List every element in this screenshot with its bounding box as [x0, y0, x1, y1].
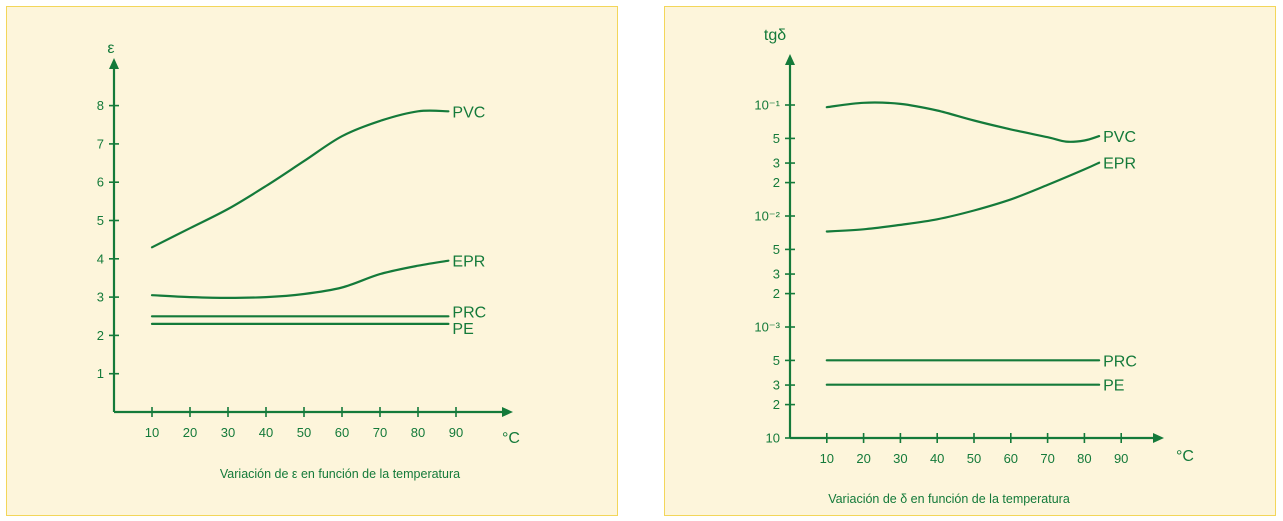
series-line-epr — [825, 161, 1101, 233]
x-tick-label: 20 — [183, 425, 197, 440]
series-label-epr: EPR — [452, 254, 485, 271]
x-tick-label: 80 — [1077, 451, 1091, 466]
y-tick-label: 2 — [97, 328, 104, 343]
x-tick-label: 60 — [1004, 451, 1018, 466]
x-axis-arrow-icon — [502, 407, 513, 417]
x-tick-label: 70 — [373, 425, 387, 440]
y-tick-label: 2 — [773, 397, 780, 412]
chart-panel-permittivity: 10 20 30 40 50 60 70 80 90 1 2 3 4 5 6 7 8 PVC EPR PRC PE ε… — [6, 6, 618, 516]
y-tick-label: 8 — [97, 98, 104, 113]
x-tick-label: 60 — [335, 425, 349, 440]
x-tick-label: 10 — [145, 425, 159, 440]
x-axis-arrow-icon — [1153, 433, 1164, 443]
y-tick-label: 5 — [97, 213, 104, 228]
series-label-epr: EPR — [1103, 156, 1136, 173]
y-tick-label: 4 — [97, 251, 104, 266]
x-tick-label: 10 — [820, 451, 834, 466]
series-label-prc: PRC — [1103, 353, 1137, 370]
y-tick-label: 10 — [766, 431, 780, 446]
x-tick-label: 50 — [967, 451, 981, 466]
x-tick-label: 40 — [259, 425, 273, 440]
x-tick-label: 90 — [1114, 451, 1128, 466]
y-tick-label: 7 — [97, 136, 104, 151]
y-tick-label: 2 — [773, 286, 780, 301]
series-label-pe: PE — [1103, 378, 1124, 395]
y-tick-label: 10⁻¹ — [754, 98, 780, 113]
y-axis-label: tgδ — [764, 27, 786, 44]
x-axis-unit: °C — [1176, 448, 1194, 465]
x-tick-label: 50 — [297, 425, 311, 440]
x-tick-label: 80 — [411, 425, 425, 440]
chart-caption: Variación de ε en función de la temperat… — [220, 467, 460, 481]
series-line-pvc — [825, 101, 1101, 143]
series-label-pvc: PVC — [452, 104, 485, 121]
y-axis-label: ε — [107, 40, 114, 57]
chart-panel-loss-tangent: 10 20 30 40 50 60 70 80 90 10 2 3 5 10⁻³ 2 3 5 10⁻² 2 3 5 10⁻… — [664, 6, 1276, 516]
x-tick-label: 30 — [221, 425, 235, 440]
y-tick-label: 5 — [773, 131, 780, 146]
x-axis-unit: °C — [502, 430, 520, 447]
chart-caption: Variación de δ en función de la temperat… — [828, 492, 1070, 506]
series-label-pe: PE — [452, 321, 473, 338]
series-label-prc: PRC — [452, 304, 486, 321]
y-axis-arrow-icon — [785, 54, 795, 65]
y-tick-label: 3 — [773, 378, 780, 393]
x-tick-label: 40 — [930, 451, 944, 466]
y-tick-label: 5 — [773, 353, 780, 368]
y-tick-label: 6 — [97, 175, 104, 190]
series-line-pvc — [150, 109, 450, 249]
y-tick-label: 1 — [97, 366, 104, 381]
series-label-pvc: PVC — [1103, 129, 1136, 146]
series-line-epr — [150, 259, 450, 300]
y-tick-label: 3 — [773, 267, 780, 282]
y-tick-label: 10⁻³ — [754, 320, 780, 335]
x-tick-label: 20 — [856, 451, 870, 466]
y-tick-label: 5 — [773, 242, 780, 257]
x-tick-label: 30 — [893, 451, 907, 466]
x-tick-label: 90 — [449, 425, 463, 440]
y-tick-label: 3 — [773, 156, 780, 171]
x-tick-label: 70 — [1040, 451, 1054, 466]
y-tick-label: 3 — [97, 290, 104, 305]
loss-tangent-chart-svg: 10 20 30 40 50 60 70 80 90 10 2 3 5 10⁻³ 2 3 5 10⁻² 2 3 5 10⁻… — [754, 27, 1194, 506]
y-tick-label: 2 — [773, 175, 780, 190]
y-tick-label: 10⁻² — [754, 209, 780, 224]
y-axis-arrow-icon — [109, 58, 119, 69]
